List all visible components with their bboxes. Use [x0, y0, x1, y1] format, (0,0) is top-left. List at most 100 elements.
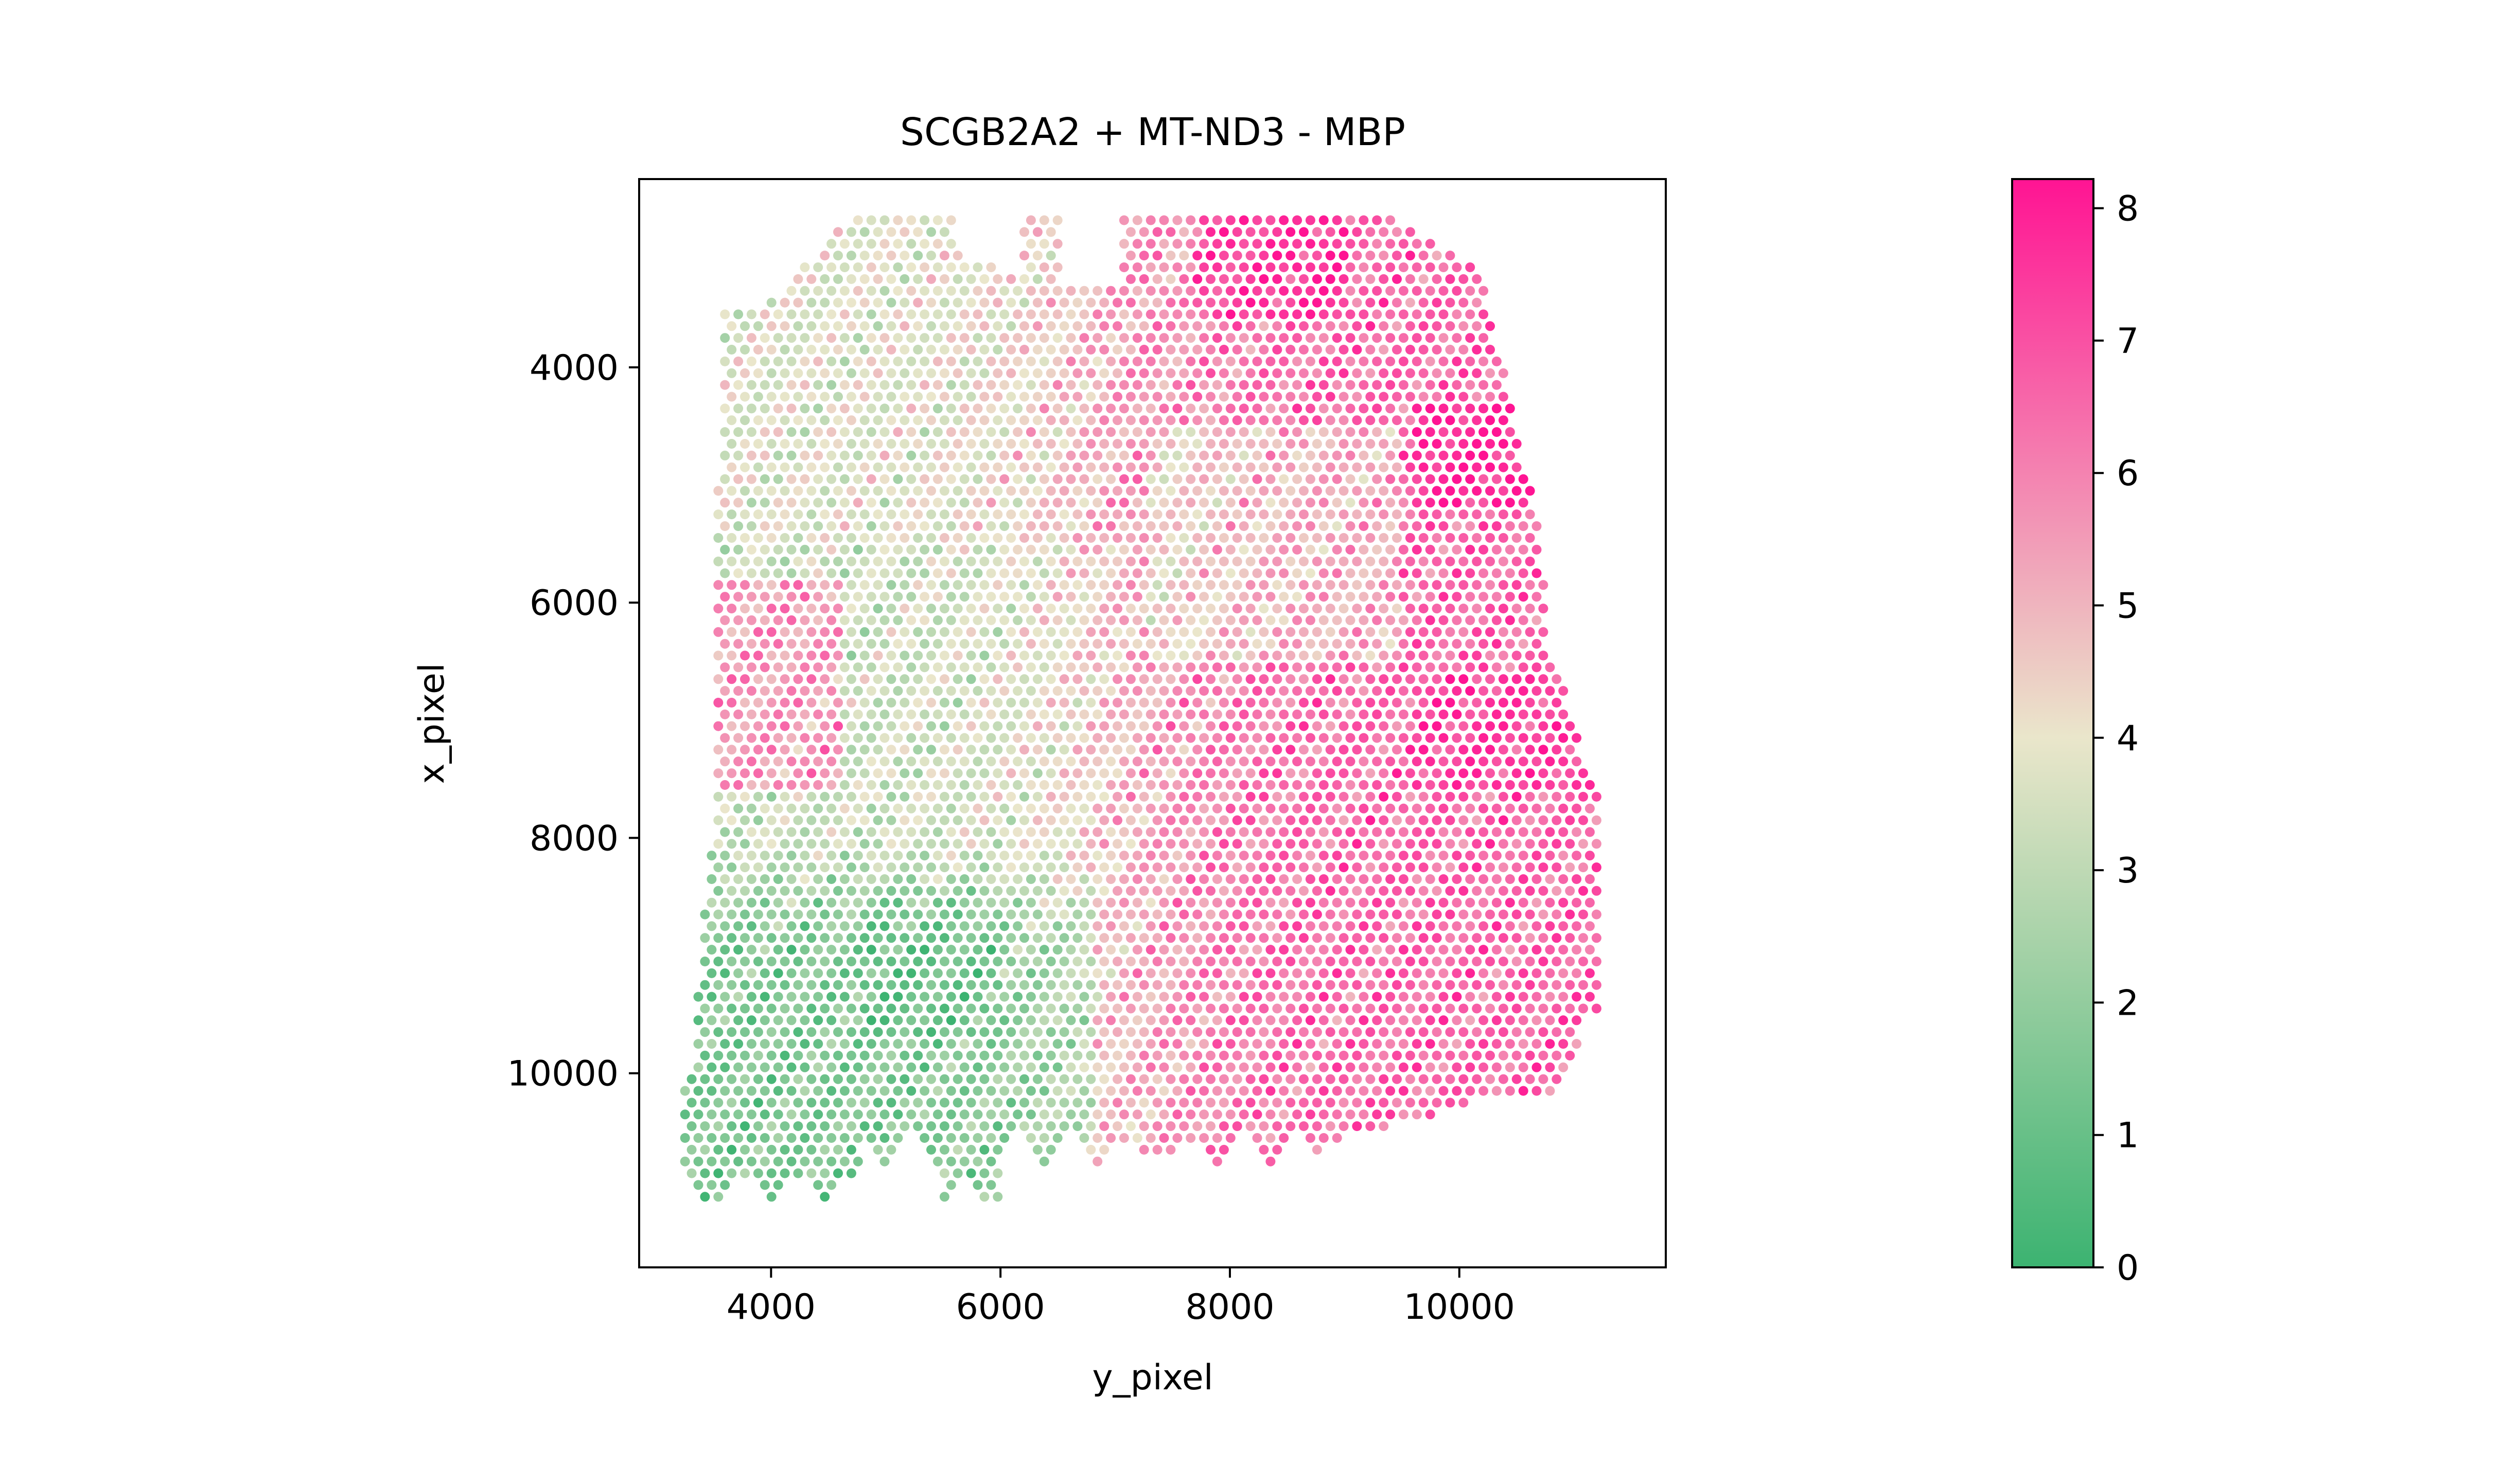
- spot: [753, 980, 763, 990]
- spot: [1359, 1086, 1369, 1096]
- spot: [780, 415, 790, 426]
- spot: [1305, 333, 1315, 343]
- spot: [979, 745, 990, 755]
- spot: [1152, 650, 1163, 661]
- spot: [833, 839, 843, 849]
- spot: [1498, 486, 1508, 496]
- spot: [913, 815, 923, 825]
- spot: [1398, 662, 1408, 673]
- spot: [926, 345, 936, 355]
- spot: [1398, 1039, 1408, 1049]
- spot: [820, 791, 830, 802]
- spot: [1565, 1003, 1575, 1014]
- spot: [1159, 333, 1169, 343]
- spot: [1398, 309, 1408, 320]
- spot: [1245, 227, 1256, 237]
- spot: [1418, 839, 1429, 849]
- spot: [1485, 1003, 1495, 1014]
- spot: [913, 862, 923, 873]
- spot: [1219, 321, 1229, 331]
- spot: [1019, 1121, 1029, 1132]
- spot: [786, 309, 797, 320]
- spot: [906, 686, 917, 696]
- spot: [793, 462, 803, 472]
- spot: [979, 815, 990, 825]
- spot: [1438, 709, 1449, 719]
- spot: [800, 450, 810, 461]
- spot: [1125, 392, 1136, 402]
- spot: [886, 1050, 896, 1061]
- spot: [1132, 851, 1142, 861]
- spot: [953, 509, 963, 520]
- spot: [859, 1027, 870, 1037]
- spot: [1465, 639, 1475, 649]
- spot: [720, 921, 730, 931]
- spot: [707, 968, 717, 978]
- spot: [1139, 392, 1149, 402]
- spot: [920, 1086, 930, 1096]
- spot: [826, 427, 837, 437]
- spot: [766, 674, 777, 684]
- spot: [839, 544, 850, 555]
- spot: [727, 1050, 737, 1061]
- spot: [793, 1098, 803, 1108]
- spot: [1272, 1050, 1282, 1061]
- spot: [1458, 462, 1469, 472]
- spot: [1458, 886, 1469, 896]
- spot: [859, 933, 870, 943]
- spot: [1232, 1050, 1242, 1061]
- spot: [1325, 509, 1335, 520]
- spot: [979, 321, 990, 331]
- spot: [1212, 851, 1222, 861]
- spot: [793, 886, 803, 896]
- spot: [1292, 756, 1302, 767]
- spot: [946, 1133, 956, 1143]
- spot: [1086, 1050, 1096, 1061]
- spot: [1465, 333, 1475, 343]
- spot: [786, 592, 797, 602]
- spot: [1318, 686, 1329, 696]
- spot: [1086, 1074, 1096, 1084]
- spot: [1006, 1121, 1016, 1132]
- spot: [1518, 639, 1528, 649]
- spot: [1199, 498, 1209, 508]
- spot: [879, 921, 890, 931]
- spot: [986, 662, 996, 673]
- spot: [1252, 1062, 1262, 1072]
- spot: [886, 980, 896, 990]
- spot: [1113, 1098, 1122, 1108]
- spot: [879, 450, 890, 461]
- spot: [1125, 980, 1136, 990]
- spot: [906, 709, 917, 719]
- spot: [1491, 662, 1502, 673]
- spot: [1472, 580, 1482, 590]
- spot: [1259, 1003, 1269, 1014]
- spot: [1239, 450, 1249, 461]
- spot: [846, 462, 856, 472]
- spot: [1365, 745, 1376, 755]
- spot: [1325, 368, 1335, 378]
- spot: [1206, 1050, 1216, 1061]
- spot: [806, 556, 817, 567]
- spot: [1079, 333, 1089, 343]
- spot: [1292, 1086, 1302, 1096]
- spot: [973, 1180, 983, 1190]
- spot: [906, 921, 917, 931]
- spot: [1172, 403, 1183, 414]
- spot: [786, 286, 797, 296]
- spot: [993, 274, 1003, 284]
- spot: [1591, 980, 1601, 990]
- spot: [920, 827, 930, 837]
- spot: [1392, 1098, 1402, 1108]
- spot: [1172, 1109, 1183, 1120]
- spot: [966, 345, 976, 355]
- spot: [1379, 886, 1389, 896]
- spot: [1099, 698, 1109, 708]
- spot: [1452, 780, 1462, 790]
- spot: [1079, 921, 1089, 931]
- spot: [1292, 780, 1302, 790]
- spot: [1052, 1086, 1063, 1096]
- spot: [1445, 674, 1455, 684]
- spot: [966, 768, 976, 779]
- spot: [806, 1168, 817, 1178]
